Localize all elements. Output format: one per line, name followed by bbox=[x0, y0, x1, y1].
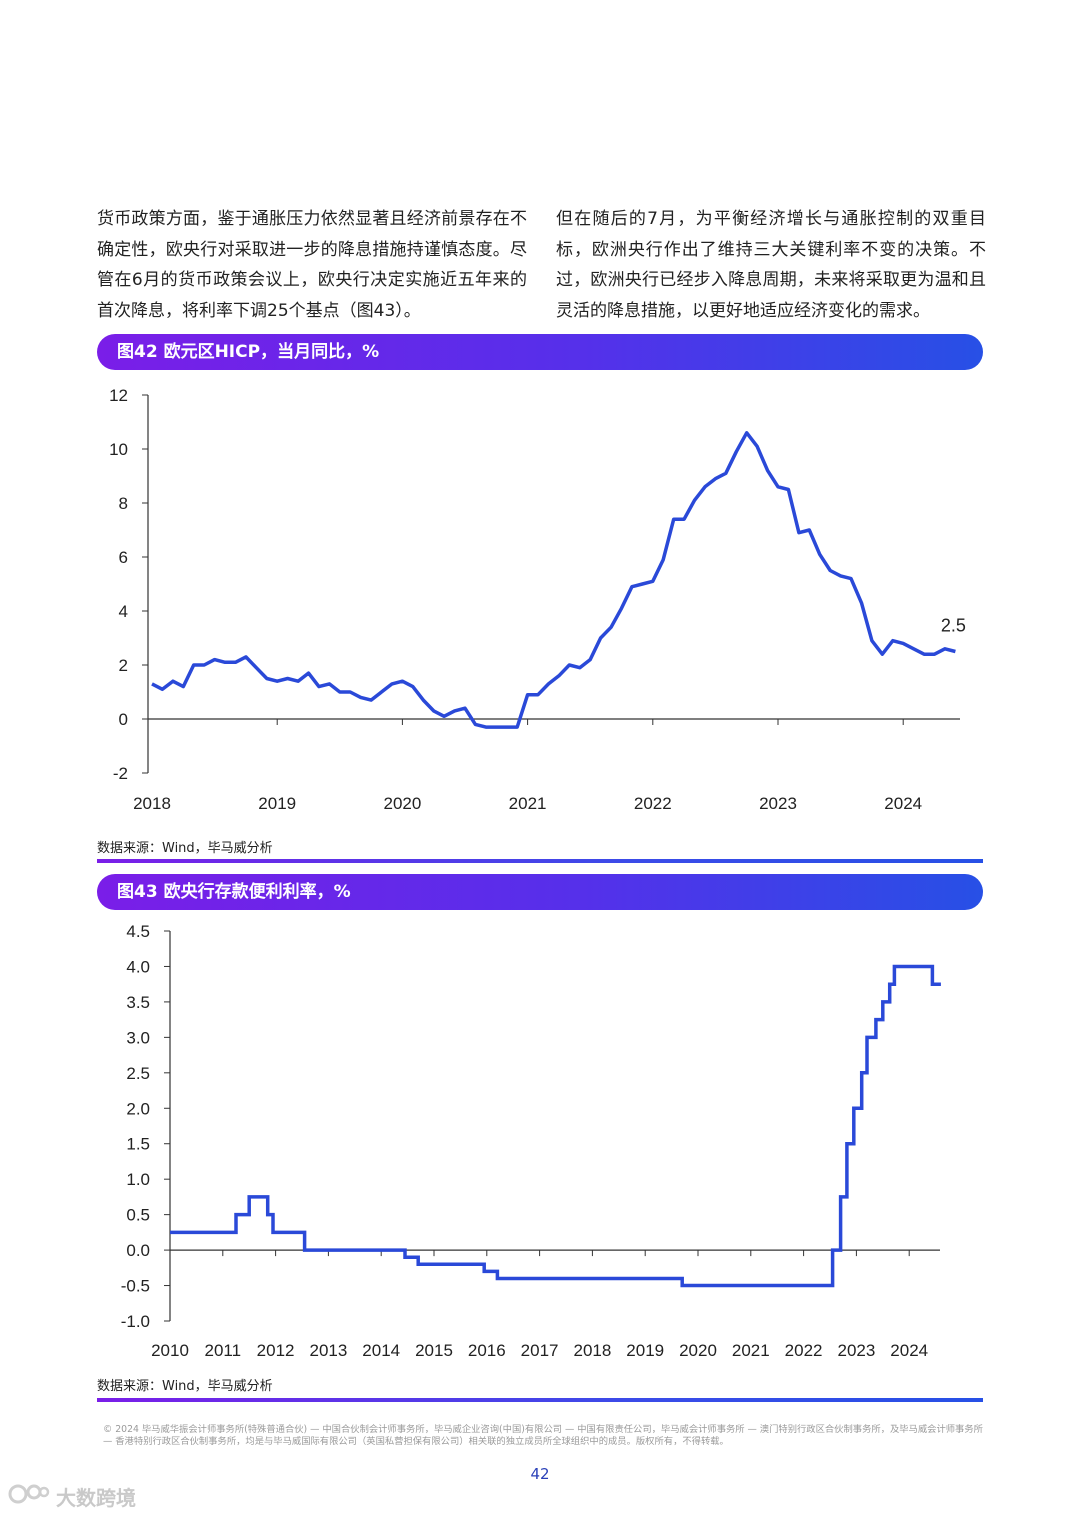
y-tick-label: 0.0 bbox=[126, 1241, 150, 1260]
figure42-divider bbox=[97, 859, 983, 863]
y-tick-label: 12 bbox=[109, 386, 128, 405]
x-tick-label: 2010 bbox=[151, 1341, 189, 1360]
y-tick-label: -1.0 bbox=[121, 1312, 150, 1331]
hicp-line-chart: 12 10 8 6 4 2 0 -2 2018 2019 2020 2021 2022 2023 2024 2… bbox=[109, 386, 966, 813]
watermark-icon bbox=[8, 1483, 50, 1510]
deposit-rate-series-line bbox=[170, 964, 941, 1288]
x-tick-label: 2024 bbox=[884, 794, 922, 813]
y-tick-label: 1.0 bbox=[126, 1170, 150, 1189]
x-tick-label: 2023 bbox=[759, 794, 797, 813]
y-tick-label: 6 bbox=[119, 548, 128, 567]
x-tick-label: 2018 bbox=[133, 794, 171, 813]
y-tick-label: 4.0 bbox=[126, 957, 150, 976]
copyright-footnote: © 2024 毕马威华振会计师事务所(特殊普通合伙) — 中国合伙制会计师事务所… bbox=[103, 1424, 983, 1447]
hicp-series-line bbox=[151, 431, 956, 729]
y-tick-label: 3.5 bbox=[126, 993, 150, 1012]
x-tick-label: 2020 bbox=[679, 1341, 717, 1360]
x-tick-label: 2019 bbox=[258, 794, 296, 813]
y-tick-label: 2.0 bbox=[126, 1099, 150, 1118]
y-tick-label: 10 bbox=[109, 440, 128, 459]
x-tick-label: 2022 bbox=[785, 1341, 823, 1360]
watermark: 大数跨境 bbox=[8, 1482, 136, 1511]
x-tick-label: 2021 bbox=[509, 794, 547, 813]
figure43-title-banner: 图43 欧央行存款便利利率，% bbox=[97, 874, 983, 910]
x-tick-label: 2020 bbox=[383, 794, 421, 813]
x-tick-label: 2023 bbox=[837, 1341, 875, 1360]
y-tick-label: 4.5 bbox=[126, 922, 150, 941]
x-tick-label: 2014 bbox=[362, 1341, 400, 1360]
y-tick-label: 1.5 bbox=[126, 1135, 150, 1154]
watermark-text: 大数跨境 bbox=[56, 1486, 136, 1510]
figure42-source: 数据来源：Wind，毕马威分析 bbox=[97, 841, 273, 856]
y-tick-label: 2.5 bbox=[126, 1064, 150, 1083]
x-tick-label: 2015 bbox=[415, 1341, 453, 1360]
x-tick-label: 2012 bbox=[257, 1341, 295, 1360]
y-tick-label: 3.0 bbox=[126, 1028, 150, 1047]
y-tick-label: 2 bbox=[119, 656, 128, 675]
x-tick-label: 2024 bbox=[890, 1341, 928, 1360]
x-tick-label: 2019 bbox=[626, 1341, 664, 1360]
x-tick-label: 2018 bbox=[573, 1341, 611, 1360]
figure42-title-banner: 图42 欧元区HICP，当月同比，% bbox=[97, 334, 983, 370]
paragraph-right: 但在随后的7月，为平衡经济增长与通胀控制的双重目标，欧洲央行作出了维持三大关键利… bbox=[556, 209, 986, 321]
latest-value-label: 2.5 bbox=[941, 616, 966, 636]
y-tick-label: -0.5 bbox=[121, 1277, 150, 1296]
y-tick-label: 8 bbox=[119, 494, 128, 513]
deposit-rate-step-chart: 4.54.03.53.02.52.01.51.00.50.0-0.5-1.020… bbox=[121, 922, 941, 1360]
paragraph-left: 货币政策方面，鉴于通胀压力依然显著且经济前景存在不确定性，欧央行对采取进一步的降… bbox=[97, 209, 527, 321]
figure43-divider bbox=[97, 1398, 983, 1402]
page-number: 42 bbox=[530, 1465, 550, 1483]
figure43-source: 数据来源：Wind，毕马威分析 bbox=[97, 1379, 273, 1394]
y-tick-label: -2 bbox=[113, 764, 128, 783]
x-tick-label: 2013 bbox=[309, 1341, 347, 1360]
x-tick-label: 2016 bbox=[468, 1341, 506, 1360]
x-tick-label: 2021 bbox=[732, 1341, 770, 1360]
x-tick-label: 2017 bbox=[521, 1341, 559, 1360]
y-tick-label: 4 bbox=[119, 602, 128, 621]
y-tick-label: 0 bbox=[119, 710, 128, 729]
x-tick-label: 2011 bbox=[205, 1341, 242, 1360]
y-tick-label: 0.5 bbox=[126, 1206, 150, 1225]
x-tick-label: 2022 bbox=[634, 794, 672, 813]
